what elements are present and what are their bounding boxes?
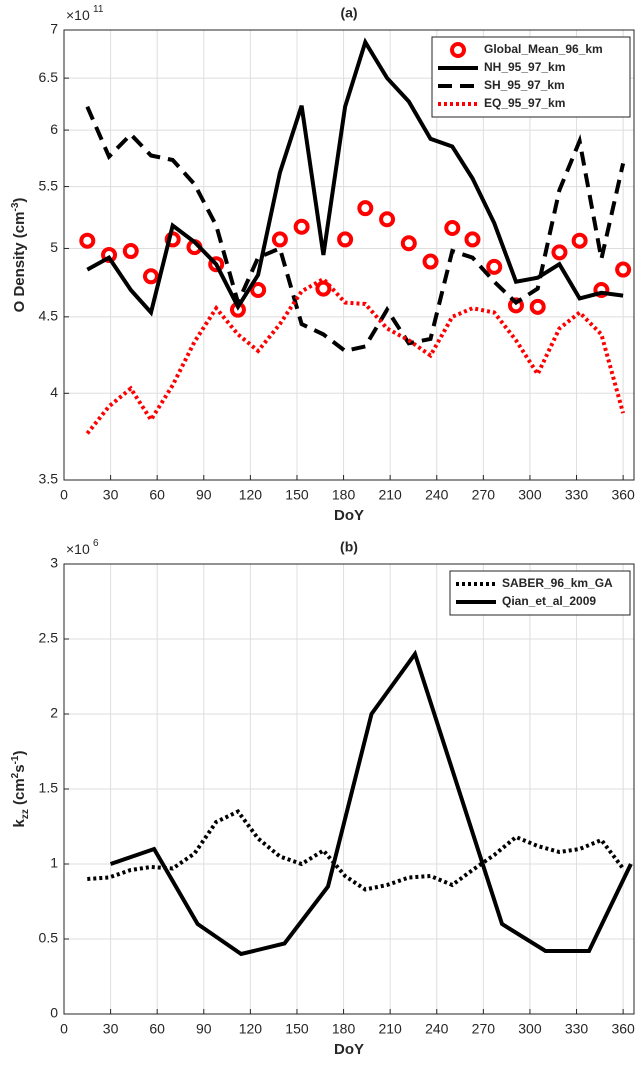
marker (122, 243, 139, 260)
legend-box (449, 570, 631, 616)
x-tick-label: 30 (103, 1021, 119, 1037)
x-tick-label: 360 (611, 1021, 635, 1037)
chart-title: (a) (340, 5, 357, 21)
y-tick-label: 6.5 (39, 69, 59, 85)
y-tick-label: 1 (50, 855, 58, 871)
y-axis-label: O Density (cm-3) (10, 198, 28, 313)
marker (250, 281, 267, 298)
marker (551, 244, 568, 261)
y-axis-label-part: ) (11, 198, 28, 203)
y-tick-label: 6 (50, 121, 58, 137)
exponent-base: ×10 (66, 541, 90, 557)
series-line (87, 808, 625, 892)
y-axis-label-part: ) (11, 751, 28, 756)
exponent: 11 (93, 4, 104, 15)
legend-label: Qian_et_al_2009 (502, 594, 596, 608)
x-tick-label: 150 (285, 487, 309, 503)
y-axis-label-part: (cm (11, 778, 28, 809)
y-axis-label-part: -3 (10, 202, 21, 211)
x-tick-label: 300 (518, 487, 542, 503)
marker (357, 200, 374, 217)
y-tick-label: 2.5 (39, 630, 59, 646)
x-tick-label: 60 (149, 487, 165, 503)
series-line (85, 105, 626, 354)
legend-label: SABER_96_km_GA (502, 576, 613, 590)
marker (293, 218, 310, 235)
axes-box (63, 29, 635, 481)
legend-marker (450, 42, 466, 58)
marker (379, 211, 396, 228)
exponent-base: ×10 (66, 7, 90, 23)
marker (422, 253, 439, 270)
x-tick-label: 120 (239, 487, 263, 503)
y-tick-label: 3 (50, 555, 58, 571)
series-line (86, 37, 624, 317)
y-axis-label: kzz (cm2s-1) (10, 751, 31, 828)
y-axis-label-part: zz (20, 809, 31, 819)
marker (464, 231, 481, 248)
marker (571, 232, 588, 249)
y-tick-label: 3.5 (39, 471, 59, 487)
x-tick-label: 120 (239, 1021, 263, 1037)
x-tick-label: 0 (60, 487, 68, 503)
x-tick-label: 240 (425, 487, 449, 503)
y-tick-label: 5 (50, 239, 58, 255)
y-axis-label-part: 2 (10, 772, 21, 778)
x-tick-label: 180 (332, 487, 356, 503)
x-tick-label: 0 (60, 1021, 68, 1037)
x-tick-label: 240 (425, 1021, 449, 1037)
x-tick-label: 330 (565, 1021, 589, 1037)
x-tick-label: 180 (332, 1021, 356, 1037)
marker (529, 298, 546, 315)
axes-box (63, 563, 635, 1015)
legend-label: NH_95_97_km (484, 60, 565, 74)
x-tick-label: 360 (611, 487, 635, 503)
y-tick-label: 0.5 (39, 930, 59, 946)
x-tick-label: 300 (518, 1021, 542, 1037)
x-tick-label: 60 (149, 1021, 165, 1037)
y-tick-label: 0 (50, 1005, 58, 1021)
x-tick-label: 90 (196, 1021, 212, 1037)
legend-label: SH_95_97_km (484, 78, 565, 92)
marker (400, 235, 417, 252)
y-tick-label: 4 (50, 384, 58, 400)
marker (315, 280, 332, 297)
series-line (109, 649, 633, 957)
marker (79, 232, 96, 249)
legend-label: EQ_95_97_km (484, 96, 565, 110)
exponent: 6 (93, 538, 99, 549)
x-axis-label: DoY (334, 507, 364, 524)
x-tick-label: 210 (378, 487, 402, 503)
legend-label: Global_Mean_96_km (484, 42, 603, 56)
y-tick-label: 5.5 (39, 177, 59, 193)
y-tick-label: 2 (50, 705, 58, 721)
y-tick-label: 7 (50, 21, 58, 37)
chart-title: (b) (340, 539, 358, 555)
y-tick-label: 4.5 (39, 308, 59, 324)
x-tick-label: 270 (472, 487, 496, 503)
x-tick-label: 330 (565, 487, 589, 503)
marker (444, 219, 461, 236)
marker (615, 261, 632, 278)
x-tick-label: 210 (378, 1021, 402, 1037)
marker (271, 231, 288, 248)
marker (486, 258, 503, 275)
x-tick-label: 30 (103, 487, 119, 503)
y-axis-label-part: -1 (10, 755, 21, 764)
y-tick-label: 1.5 (39, 780, 59, 796)
x-tick-label: 270 (472, 1021, 496, 1037)
y-axis-label-part: O Density (cm (11, 212, 28, 313)
x-axis-label: DoY (334, 1041, 364, 1058)
x-tick-label: 90 (196, 487, 212, 503)
y-axis-label-part: s (11, 764, 28, 772)
y-axis-label-part: k (11, 819, 28, 828)
x-tick-label: 150 (285, 1021, 309, 1037)
marker (337, 231, 354, 248)
marker (142, 268, 159, 285)
